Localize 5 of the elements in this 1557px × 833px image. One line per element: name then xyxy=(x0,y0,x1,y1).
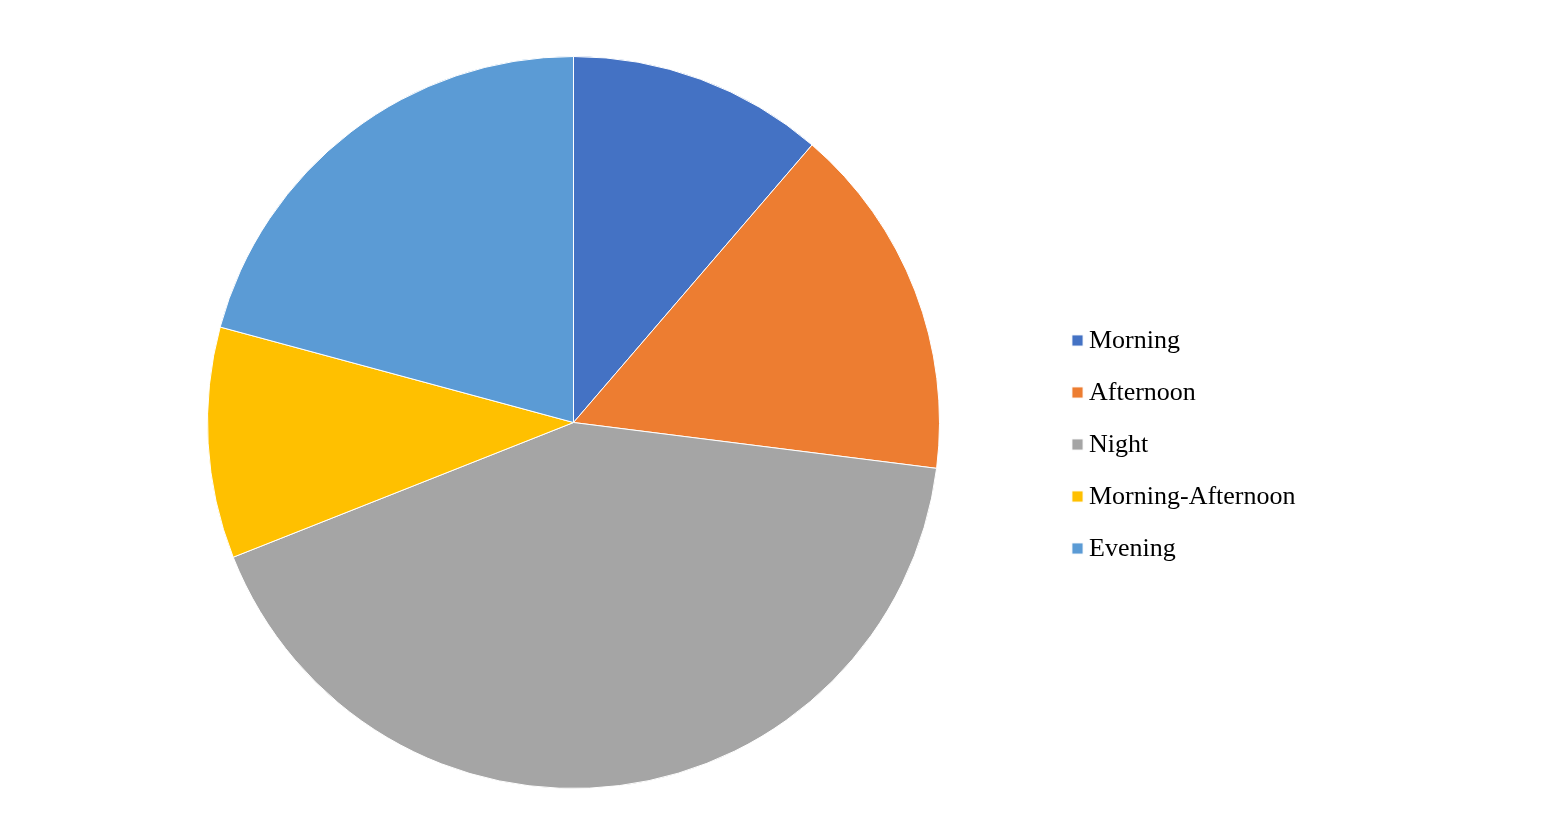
legend-label: Afternoon xyxy=(1089,377,1196,407)
legend-label: Night xyxy=(1089,429,1149,459)
legend-label: Evening xyxy=(1089,533,1176,563)
legend-label: Morning xyxy=(1089,325,1180,355)
legend-label: Morning-Afternoon xyxy=(1089,481,1296,511)
